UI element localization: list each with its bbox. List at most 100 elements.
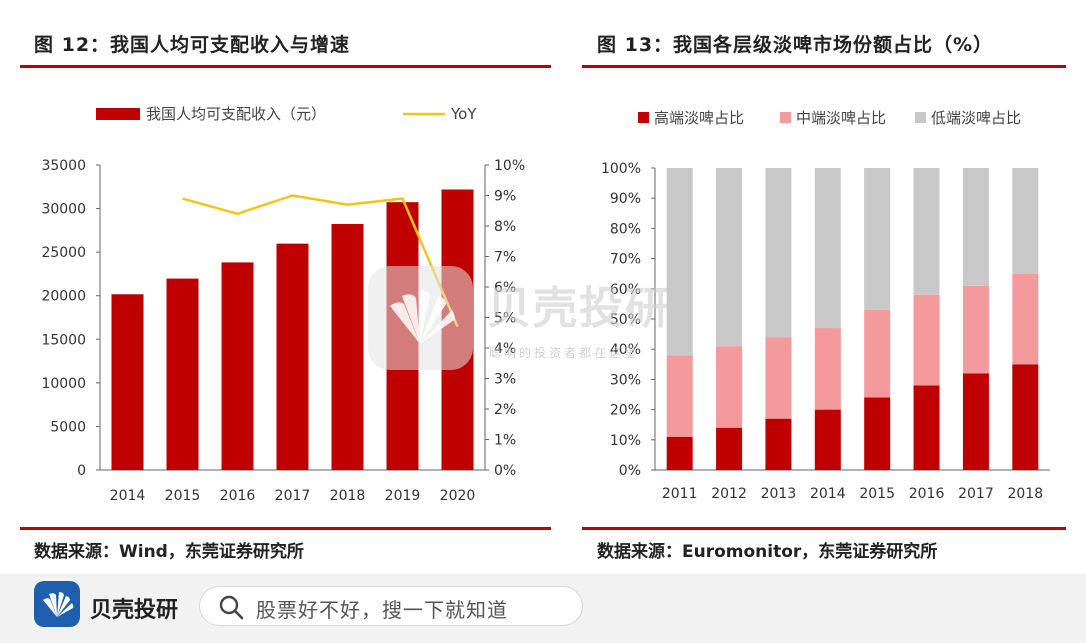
legend-yoy-label: YoY [450,105,477,123]
income-bar [276,243,309,470]
right-tick-label: 0% [494,463,516,479]
right-tick-label: 7% [494,250,516,266]
share-bar-segment [962,373,989,470]
left-tick-label: 30000 [41,202,86,218]
search-placeholder[interactable]: 股票好不好，搜一下就知道 [256,598,508,622]
share-bar-segment [962,168,989,286]
legend-label: 高端淡啤占比 [654,109,744,127]
share-bar-segment [716,346,743,428]
x-tick-label: 2015 [165,488,201,504]
watermark-logo [368,266,473,370]
share-bar-segment [814,409,841,470]
income-bar [221,262,254,470]
left-tick-label: 20000 [41,289,86,305]
right-tick-label: 6% [494,280,516,296]
share-bar-segment [666,355,693,437]
x-tick-label: 2013 [761,486,797,502]
legend-income-swatch [96,108,140,120]
left-title-rule [20,65,551,68]
y-tick-label: 10% [610,433,641,449]
right-tick-label: 5% [494,311,516,327]
legend-swatch [915,112,926,123]
share-bar-segment [1012,364,1039,470]
right-chart-title: 图 13：我国各层级淡啤市场份额占比（%） [597,34,994,56]
income-bar [166,278,199,470]
y-tick-label: 70% [610,252,641,268]
x-tick-label: 2011 [662,486,698,502]
left-chart-source: 数据来源：Wind，东莞证券研究所 [34,542,304,562]
share-bar-segment [716,168,743,347]
share-bar-segment [913,294,940,386]
right-source-rule [582,527,1066,530]
share-bar-segment [814,168,841,329]
left-tick-label: 0 [77,463,86,479]
x-tick-label: 2014 [810,486,846,502]
x-tick-label: 2017 [958,486,994,502]
legend-label: 低端淡啤占比 [931,109,1021,127]
income-chart: 0 5000 10000 15000 20000 25000 30000 35000 0% 1% 2… [41,105,525,504]
share-bar-segment [666,168,693,356]
share-bar-segment [765,168,792,338]
right-tick-label: 8% [494,219,516,235]
x-tick-label: 2018 [330,488,366,504]
x-tick-label: 2014 [110,488,146,504]
right-tick-label: 1% [494,433,516,449]
right-tick-label: 2% [494,402,516,418]
left-tick-label: 25000 [41,245,86,261]
y-tick-label: 60% [610,282,641,298]
legend-swatch [780,112,791,123]
left-tick-label: 35000 [41,158,86,174]
x-tick-label: 2018 [1007,486,1043,502]
y-tick-label: 30% [610,372,641,388]
search-icon[interactable] [218,594,244,620]
search-input[interactable] [199,586,583,626]
shell-logo-icon[interactable] [34,581,80,627]
right-tick-label: 3% [494,372,516,388]
x-tick-label: 2016 [220,488,256,504]
legend-swatch [638,112,649,123]
right-title-rule [582,65,1066,68]
share-bar-segment [962,285,989,374]
share-bar-segment [1012,273,1039,365]
x-tick-label: 2020 [440,488,476,504]
right-tick-label: 9% [494,189,516,205]
x-tick-label: 2012 [711,486,747,502]
y-tick-label: 20% [610,403,641,419]
y-tick-label: 100% [601,161,641,177]
watermark-brand: 贝壳投研 [487,283,671,334]
shell-watermark-icon [390,290,455,344]
share-bar-segment [913,385,940,470]
y-tick-label: 90% [610,191,641,207]
right-tick-label: 4% [494,341,516,357]
watermark-slogan: 聪明的投资者都在这里 [489,346,640,360]
share-bar-segment [765,337,792,419]
y-tick-label: 80% [610,221,641,237]
beer-share-chart: 0% 10% 20% 30% 40% 50% 60% 70% 80% 90% 100% 2011 201… [601,109,1050,502]
x-tick-label: 2017 [275,488,311,504]
share-bar-segment [864,397,891,470]
income-bar [331,224,364,470]
right-tick-label: 10% [494,158,525,174]
x-tick-label: 2015 [859,486,895,502]
share-bar-segment [716,427,743,470]
x-tick-label: 2016 [909,486,945,502]
left-tick-label: 10000 [41,376,86,392]
left-tick-label: 5000 [50,419,86,435]
share-bar-segment [864,309,891,398]
yoy-line [182,194,459,328]
share-bar-segment [814,328,841,410]
share-bar-segment [864,168,891,310]
left-chart-title: 图 12：我国人均可支配收入与增速 [34,34,351,56]
share-bar-segment [666,436,693,470]
y-tick-label: 0% [619,463,641,479]
share-bar-segment [913,168,940,295]
left-source-rule [20,527,551,530]
share-bar-segment [765,418,792,470]
y-tick-label: 40% [610,342,641,358]
legend-income-label: 我国人均可支配收入（元） [146,105,326,123]
share-bar-segment [1012,168,1039,274]
footer-brand[interactable]: 贝壳投研 [90,598,179,623]
income-bar [111,294,144,470]
x-tick-label: 2019 [385,488,421,504]
left-tick-label: 15000 [41,332,86,348]
